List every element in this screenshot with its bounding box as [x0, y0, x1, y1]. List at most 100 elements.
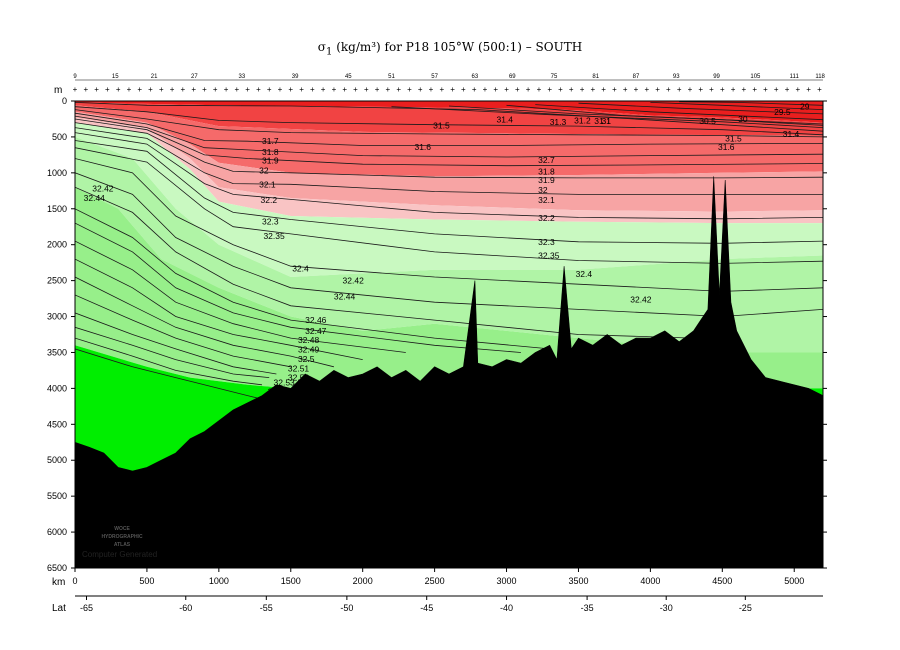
station-marker-2175: + [386, 85, 391, 94]
seafloor-bottom [75, 176, 823, 568]
contour-line-23 [75, 240, 406, 353]
contour-label-42: 32.51 [288, 363, 310, 373]
contour-line-20 [75, 186, 694, 339]
station-marker-3225: + [537, 85, 542, 94]
contour-label-44: 32.53 [274, 378, 296, 388]
plot-area [75, 101, 823, 568]
chart-title: σ1 (kg/m³) for P18 105°W (500:1) – SOUTH [0, 40, 900, 57]
density-band-2 [75, 105, 823, 177]
contour-line-24 [75, 258, 363, 360]
x-tick-label-500: 500 [139, 576, 154, 586]
contour-label-39: 32.48 [298, 335, 320, 345]
x-tick-label-3500: 3500 [568, 576, 588, 586]
contour-label-7: 31 [601, 116, 611, 126]
contour-label-40: 32.49 [298, 345, 320, 355]
station-marker-1275: + [256, 85, 261, 94]
y-tick-label-0: 0 [62, 96, 67, 106]
station-marker-375: + [127, 85, 132, 94]
y-tick-label-500: 500 [52, 132, 67, 142]
station-label-4: 33 [239, 74, 246, 80]
station-label-9: 63 [472, 74, 479, 80]
lat-tick-label-7: -30 [660, 603, 673, 613]
station-marker-5025: + [795, 85, 800, 94]
station-marker-2550: + [439, 85, 444, 94]
title-symbol: σ [317, 40, 326, 54]
station-marker-0: + [73, 85, 78, 94]
y-tick-label-6000: 6000 [47, 527, 67, 537]
title-subscript: 1 [326, 46, 333, 58]
station-marker-150: + [94, 85, 99, 94]
density-band-5 [75, 122, 823, 277]
y-tick-label-6500: 6500 [47, 563, 67, 573]
lat-tick-label-0: -65 [80, 603, 93, 613]
station-label-3: 27 [191, 74, 198, 80]
station-marker-3150: + [526, 85, 531, 94]
station-marker-4275: + [688, 85, 693, 94]
station-label-1: 15 [112, 74, 119, 80]
contour-label-43: 32.52 [288, 373, 310, 383]
computer-generated-credit: Computer Generated [82, 550, 157, 559]
station-marker-2925: + [493, 85, 498, 94]
y-tick-label-4000: 4000 [47, 383, 67, 393]
contour-line-10 [75, 112, 823, 146]
y-tick-label-3500: 3500 [47, 347, 67, 357]
y-tick-label-5500: 5500 [47, 491, 67, 501]
x-tick-label-2000: 2000 [353, 576, 373, 586]
station-marker-3750: + [612, 85, 617, 94]
title-text: (kg/m³) for P18 105°W (500:1) – SOUTH [332, 40, 583, 54]
contour-label-30: 32.2 [538, 213, 555, 223]
y-tick-label-1000: 1000 [47, 168, 67, 178]
lat-tick-label-4: -45 [420, 603, 433, 613]
lat-tick-label-5: -40 [500, 603, 513, 613]
contour-label-0: 29 [800, 102, 810, 112]
station-marker-1650: + [310, 85, 315, 94]
station-marker-5175: + [817, 85, 822, 94]
station-label-17: 111 [790, 74, 800, 80]
contour-label-8: 31.4 [496, 115, 513, 125]
contour-line-2 [578, 102, 823, 115]
lat-tick-label-6: -35 [581, 603, 594, 613]
lat-axis-label: Lat [52, 603, 66, 614]
contour-line-11 [75, 115, 823, 158]
contour-label-33: 32.4 [576, 269, 593, 279]
station-label-13: 87 [633, 74, 640, 80]
y-tick-label-5000: 5000 [47, 455, 67, 465]
station-marker-1500: + [288, 85, 293, 94]
contour-line-22 [75, 222, 521, 353]
station-marker-3675: + [601, 85, 606, 94]
station-marker-1800: + [332, 85, 337, 94]
station-marker-4650: + [742, 85, 747, 94]
station-label-11: 75 [551, 74, 558, 80]
station-marker-1200: + [245, 85, 250, 94]
y-axis-unit: m [54, 85, 62, 96]
station-label-18: 118 [815, 74, 825, 80]
station-marker-1350: + [267, 85, 272, 94]
contour-label-5: 31.2 [574, 115, 591, 125]
station-label-5: 39 [292, 74, 299, 80]
contour-line-27 [75, 312, 277, 375]
contour-label-13: 31.6 [718, 142, 735, 152]
density-band-3 [75, 111, 823, 212]
contour-line-17 [75, 147, 823, 264]
watermark-line-2: HYDROGRAPHIC [101, 534, 143, 540]
y-tick-label-3000: 3000 [47, 312, 67, 322]
plot-frame [74, 100, 824, 569]
contour-label-20: 32.3 [262, 217, 279, 227]
contour-line-26 [75, 294, 291, 368]
contour-line-28 [75, 326, 270, 378]
station-marker-450: + [137, 85, 142, 94]
station-label-14: 93 [673, 74, 680, 80]
station-marker-750: + [181, 85, 186, 94]
contour-label-21: 32.35 [263, 231, 285, 241]
station-marker-4575: + [731, 85, 736, 94]
contour-line-5 [448, 105, 823, 126]
station-marker-2325: + [407, 85, 412, 94]
density-band-6 [75, 136, 823, 353]
contour-label-38: 32.47 [305, 326, 327, 336]
station-marker-4800: + [763, 85, 768, 94]
contour-line-16 [75, 140, 823, 244]
station-marker-2400: + [418, 85, 423, 94]
station-label-10: 69 [509, 74, 516, 80]
contour-line-14 [75, 127, 823, 195]
